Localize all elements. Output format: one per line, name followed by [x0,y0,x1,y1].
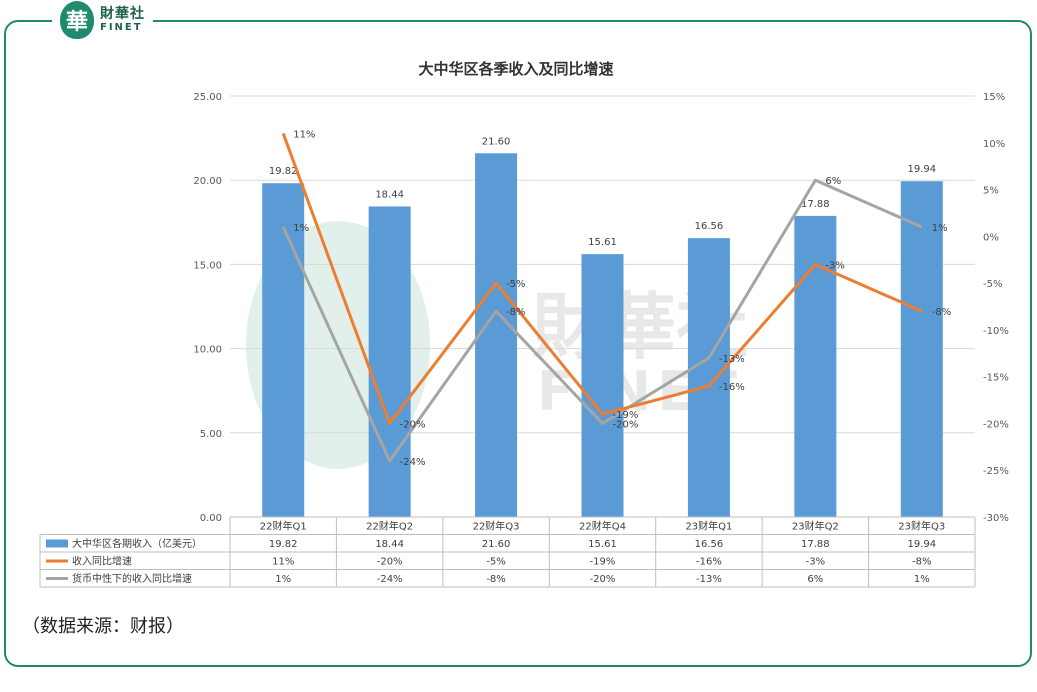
table-cell: -20% [377,557,403,568]
right-tick-label: 15% [983,92,1005,103]
line-data-label: 1% [293,223,309,234]
category-label: 22财年Q3 [473,520,520,533]
chart-frame [4,20,1032,667]
left-tick-label: 15.00 [193,260,222,271]
right-tick-label: -20% [983,419,1009,430]
line-data-label: -24% [400,457,426,468]
bar [262,183,305,517]
category-label: 23财年Q1 [685,520,732,533]
table-cell: 19.82 [269,539,298,550]
category-label: 22财年Q4 [579,520,626,533]
line-data-label: -8% [506,307,525,318]
line-data-label: -5% [506,279,525,290]
bar [687,238,730,518]
bar-data-label: 17.88 [801,199,830,210]
right-tick-label: 0% [983,232,999,243]
line-data-label: -19% [613,410,639,421]
table-cell: -13% [696,574,722,585]
bar [900,181,943,518]
bar-data-label: 18.44 [375,189,404,200]
category-label: 23财年Q3 [898,520,945,533]
table-cell: -19% [590,557,616,568]
left-tick-label: 10.00 [193,345,222,356]
table-cell: -24% [377,574,403,585]
legend-label: 大中华区各期收入（亿美元） [72,537,202,550]
left-tick-label: 0.00 [200,513,222,524]
finet-logo: 華 財華社 FINET [52,0,153,40]
source-note: （数据来源：财报） [22,616,184,637]
table-cell: 21.60 [482,539,511,550]
line-data-label: -16% [719,382,745,393]
line-data-label: -13% [719,354,745,365]
table-cell: 1% [275,574,291,585]
bar-data-label: 15.61 [588,237,617,248]
right-tick-label: -15% [983,373,1009,384]
right-tick-label: -5% [983,279,1002,290]
left-tick-label: 20.00 [193,176,222,187]
bar [581,254,624,517]
table-cell: 17.88 [801,539,830,550]
logo-en: FINET [100,22,143,33]
table-cell: 16.56 [695,539,724,550]
category-label: 22财年Q2 [366,520,413,533]
legend-label: 货币中性下的收入同比增速 [72,572,192,585]
right-tick-label: 5% [983,186,999,197]
right-tick-label: -25% [983,466,1009,477]
right-tick-label: 10% [983,139,1005,150]
table-cell: 18.44 [375,539,404,550]
category-label: 23财年Q2 [792,520,839,533]
category-label: 22财年Q1 [260,520,307,533]
bar-data-label: 21.60 [482,136,511,147]
bar-data-label: 19.82 [269,166,298,177]
line-series: 11% -20% -5% -19% -16% -3% -8% 1% -24% -8% -20% -13… [281,129,951,468]
series-line [281,132,923,425]
line-data-label: 11% [293,129,315,140]
table-cell: 11% [272,557,294,568]
line-data-label: -20% [613,419,639,430]
bar-series: 19.82 18.44 21.60 15.61 16.56 17.88 19.94 [262,136,943,518]
left-tick-label: 5.00 [200,429,222,440]
table-cell: 19.94 [907,539,936,550]
table-cell: -3% [806,557,825,568]
logo-cn: 財華社 [100,6,145,22]
chart-title: 大中华区各季收入及同比增速 [418,60,613,78]
bar-data-label: 16.56 [695,221,724,232]
line-data-label: 6% [825,176,841,187]
table-cell: -8% [486,574,505,585]
left-axis: 0.00 5.00 10.00 15.00 20.00 25.00 [193,92,222,524]
table-cell: 6% [807,574,823,585]
right-tick-label: -10% [983,326,1009,337]
line-data-label: -20% [400,419,426,430]
left-tick-label: 25.00 [193,92,222,103]
series-line [281,178,923,463]
table-cell: 1% [914,574,930,585]
logo-mark-icon: 華 [60,1,94,39]
legend-label: 收入同比增速 [72,555,132,568]
bar-data-label: 19.94 [907,164,936,175]
bar [475,153,518,518]
right-tick-label: -30% [983,513,1009,524]
table-cell: -16% [696,557,722,568]
table-cell: -8% [912,557,931,568]
bar [368,206,411,517]
data-table: 22财年Q1 22财年Q2 22财年Q3 22财年Q4 23财年Q1 23财年Q2 23财年… [39,516,976,588]
line-data-label: -8% [932,307,951,318]
line-data-label: -3% [825,260,844,271]
table-cell: -20% [590,574,616,585]
table-cell: 15.61 [588,539,617,550]
legend-swatch [46,539,68,548]
table-cell: -5% [486,557,505,568]
right-axis: -30% -25% -20% -15% -10% -5% 0% 5% 10% 15% [983,92,1009,524]
logo-text: 財華社 FINET [100,7,145,33]
line-data-label: 1% [932,223,948,234]
